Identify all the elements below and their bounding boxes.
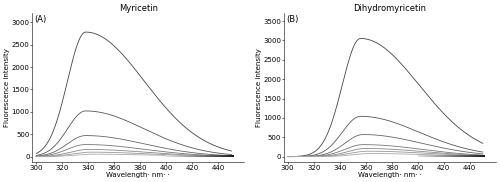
Title: Dihydromyricetin: Dihydromyricetin (354, 4, 426, 13)
Y-axis label: Fluorescence intensity: Fluorescence intensity (4, 48, 10, 127)
Y-axis label: Fluorescence intensity: Fluorescence intensity (256, 48, 262, 127)
Title: Myricetin: Myricetin (119, 4, 158, 13)
X-axis label: Wavelength· nm· ·: Wavelength· nm· · (106, 172, 170, 178)
Text: (B): (B) (286, 15, 298, 24)
Text: (A): (A) (34, 15, 46, 24)
X-axis label: Wavelength· nm· ·: Wavelength· nm· · (358, 172, 422, 178)
